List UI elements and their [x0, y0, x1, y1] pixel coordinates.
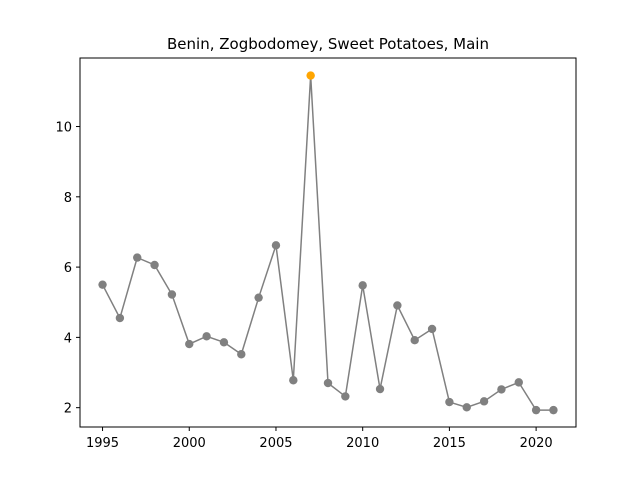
data-point	[497, 385, 506, 394]
data-point	[202, 332, 211, 341]
data-point	[462, 403, 471, 412]
data-point	[427, 324, 437, 334]
data-point	[254, 293, 263, 302]
data-point	[445, 397, 454, 407]
data-point	[271, 241, 281, 250]
data-point	[549, 405, 558, 415]
x-tick-label: 2000	[173, 436, 206, 451]
data-point	[237, 350, 246, 359]
x-tick-label: 2005	[259, 436, 292, 451]
data-point	[150, 260, 159, 270]
series-line	[101, 75, 554, 411]
data-point	[219, 338, 229, 347]
y-tick-label: 4	[64, 331, 72, 346]
y-tick-label: 8	[64, 191, 72, 206]
x-tick-label: 2015	[433, 436, 466, 451]
data-point	[323, 378, 333, 388]
x-tick-label: 1995	[86, 436, 119, 451]
plot-area	[98, 71, 558, 415]
data-point	[393, 301, 402, 310]
data-point	[98, 280, 107, 289]
x-tick-label: 2020	[520, 436, 553, 451]
data-point	[133, 253, 142, 262]
data-point	[358, 281, 367, 290]
data-point	[115, 313, 125, 323]
y-tick-label: 2	[64, 402, 72, 417]
data-point	[410, 336, 419, 345]
data-point	[479, 397, 489, 406]
data-point	[167, 290, 177, 299]
y-tick-label: 6	[64, 261, 72, 276]
data-point	[185, 339, 194, 349]
chart-title: Benin, Zogbodomey, Sweet Potatoes, Main	[167, 35, 489, 53]
data-point	[531, 405, 541, 415]
data-point	[375, 384, 385, 394]
axes: 1995 2000 2005 2010 2015 2020 2 4 6 8 10	[55, 121, 552, 451]
y-tick-label: 10	[55, 121, 72, 136]
data-point	[289, 376, 298, 385]
highlight-point	[306, 71, 315, 80]
x-tick-label: 2010	[346, 436, 379, 451]
data-point	[514, 378, 523, 387]
data-point	[341, 392, 350, 401]
plot-frame	[79, 57, 577, 428]
